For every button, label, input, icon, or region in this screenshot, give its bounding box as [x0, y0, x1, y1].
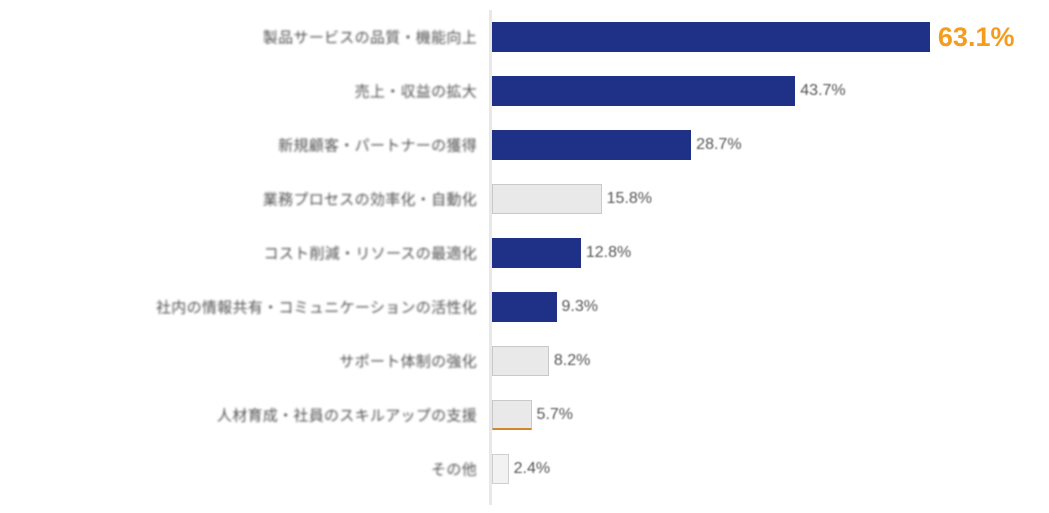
bar-value-label: 2.4%	[513, 460, 551, 477]
category-label: サポート体制の強化	[339, 353, 477, 371]
bar-row: コスト削減・リソースの最適化 12.8%	[0, 226, 1049, 280]
bar-row: 新規顧客・パートナーの獲得 28.7%	[0, 118, 1049, 172]
bar-and-value: 28.7%	[492, 130, 742, 160]
bar-row: 社内の情報共有・コミュニケーションの活性化 9.3%	[0, 280, 1049, 334]
bar-row: 人材育成・社員のスキルアップの支援 5.7%	[0, 388, 1049, 442]
bar-row: 業務プロセスの効率化・自動化 15.8%	[0, 172, 1049, 226]
bar-value-label: 9.3%	[561, 298, 598, 315]
bar-and-value: 9.3%	[492, 292, 598, 322]
category-label: 製品サービスの品質・機能向上	[262, 29, 477, 47]
bar	[492, 22, 930, 52]
category-label: 人材育成・社員のスキルアップの支援	[216, 407, 477, 425]
category-label: 業務プロセスの効率化・自動化	[262, 191, 477, 209]
bar-row: その他 2.4%	[0, 442, 1049, 496]
bar-value-label: 5.7%	[536, 406, 574, 423]
bar-and-value: 5.7%	[492, 400, 573, 430]
category-label: その他	[431, 461, 477, 479]
bar	[492, 130, 692, 160]
category-label: コスト削減・リソースの最適化	[263, 245, 477, 263]
bar-and-value: 63.1%	[492, 22, 1014, 52]
category-label: 社内の情報共有・コミュニケーションの活性化	[155, 299, 477, 317]
bar-value-label: 15.8%	[606, 190, 653, 207]
y-axis-line	[489, 10, 492, 505]
bar	[492, 184, 602, 214]
bar-row: 製品サービスの品質・機能向上 63.1%	[0, 10, 1049, 64]
bar-value-label: 43.7%	[800, 82, 846, 99]
bar	[492, 292, 557, 322]
category-label: 売上・収益の拡大	[354, 83, 477, 101]
bar-value-label: 12.8%	[585, 244, 632, 261]
bar	[492, 454, 509, 484]
bar-value-label: 8.2%	[553, 352, 591, 369]
bar-row: 売上・収益の拡大 43.7%	[0, 64, 1049, 118]
bar-and-value: 43.7%	[492, 76, 846, 106]
bar-and-value: 12.8%	[492, 238, 631, 268]
bar	[492, 346, 549, 376]
bar	[492, 400, 532, 430]
bar-and-value: 15.8%	[492, 184, 652, 214]
bar-row: サポート体制の強化 8.2%	[0, 334, 1049, 388]
bar	[492, 238, 581, 268]
bar-value-label: 28.7%	[696, 136, 742, 153]
bar	[492, 76, 796, 106]
category-label: 新規顧客・パートナーの獲得	[278, 137, 477, 155]
bar-and-value: 2.4%	[492, 454, 550, 484]
bar-value-label: 63.1%	[937, 21, 1015, 52]
bar-and-value: 8.2%	[492, 346, 590, 376]
